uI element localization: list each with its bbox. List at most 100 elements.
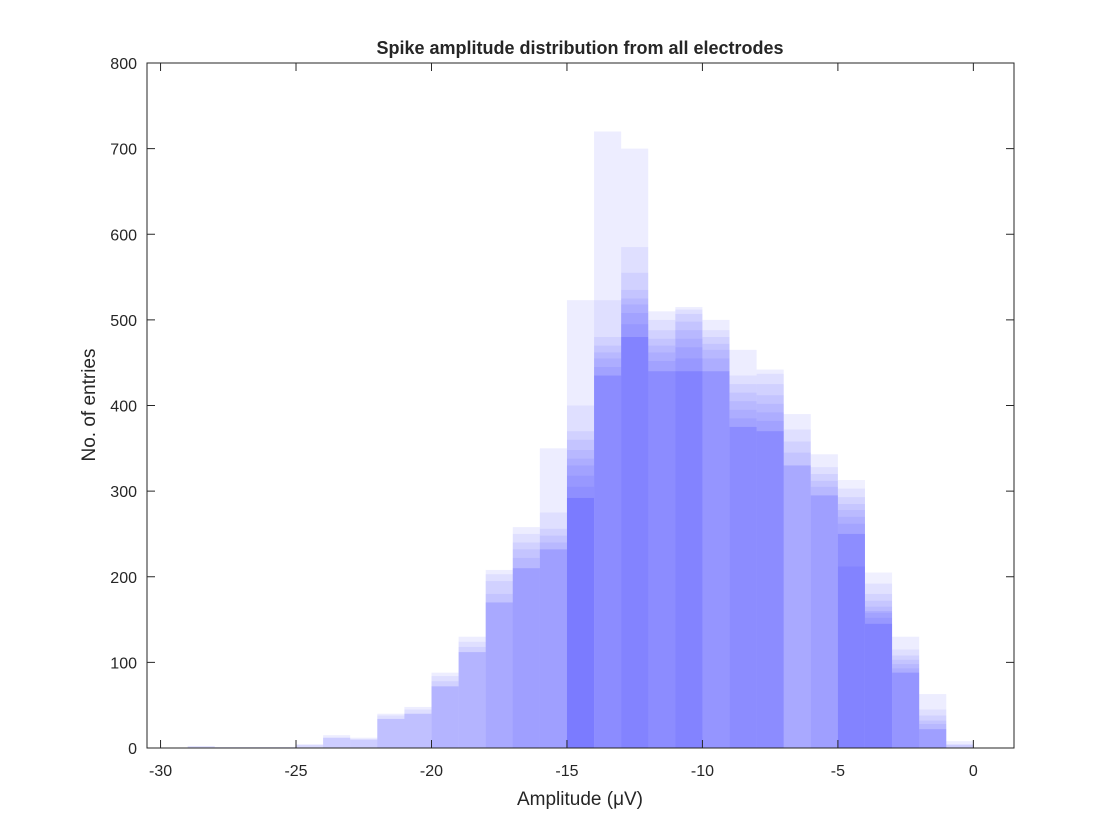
bin-outer bbox=[756, 369, 784, 748]
chart-title: Spike amplitude distribution from all el… bbox=[376, 38, 783, 58]
bin-base bbox=[187, 746, 215, 748]
bin-layer bbox=[837, 516, 865, 748]
bin-layer bbox=[458, 641, 486, 748]
histogram-bin bbox=[187, 746, 215, 748]
bin-layer bbox=[621, 337, 649, 748]
bin-layer bbox=[566, 458, 595, 748]
bin-base bbox=[566, 497, 595, 748]
bin-layer bbox=[864, 623, 893, 748]
bin-layer bbox=[892, 659, 920, 748]
bin-layer bbox=[566, 465, 595, 748]
bin-layer bbox=[946, 744, 974, 748]
bin-layer bbox=[919, 715, 947, 748]
bin-base bbox=[756, 431, 784, 748]
histogram-bin bbox=[946, 741, 974, 748]
bin-base bbox=[512, 568, 540, 748]
y-tick-label: 700 bbox=[110, 142, 137, 159]
bin-layer bbox=[566, 450, 595, 748]
bin-layer bbox=[892, 672, 920, 748]
bin-outer bbox=[296, 744, 324, 748]
bin-layer bbox=[756, 412, 784, 748]
bin-layer bbox=[458, 652, 486, 748]
bin-layer bbox=[864, 600, 893, 748]
histogram-bin bbox=[621, 148, 649, 748]
bin-outer bbox=[187, 746, 215, 748]
bin-layer bbox=[431, 681, 459, 748]
bin-outer bbox=[458, 636, 486, 748]
bin-outer bbox=[566, 300, 595, 748]
bin-layer bbox=[702, 358, 730, 748]
bin-layer bbox=[837, 503, 865, 748]
bin-layer bbox=[539, 549, 567, 748]
bin-layer bbox=[810, 467, 838, 748]
histogram-bin bbox=[892, 636, 920, 748]
bin-layer bbox=[566, 475, 595, 748]
histogram-bin bbox=[296, 744, 324, 748]
bin-layer bbox=[485, 602, 513, 748]
bin-layer bbox=[377, 718, 405, 748]
bin-layer bbox=[539, 528, 567, 748]
bin-layer bbox=[756, 384, 784, 748]
histogram-bin bbox=[377, 713, 405, 748]
bin-layer bbox=[729, 409, 757, 748]
bin-layer bbox=[919, 709, 947, 748]
y-axis-label: No. of entries bbox=[79, 349, 100, 462]
bin-layer bbox=[648, 345, 676, 748]
bin-layer bbox=[864, 593, 893, 748]
histogram-bin bbox=[783, 414, 811, 748]
bin-layer bbox=[729, 401, 757, 748]
bin-layer bbox=[702, 371, 730, 748]
bin-layer bbox=[892, 668, 920, 748]
bin-outer bbox=[783, 414, 811, 748]
bin-base bbox=[377, 718, 405, 748]
bin-layer bbox=[539, 542, 567, 748]
bin-base bbox=[837, 533, 865, 748]
bin-outer bbox=[323, 735, 351, 748]
bin-base bbox=[648, 371, 676, 748]
bin-layer bbox=[648, 352, 676, 748]
bin-layer bbox=[594, 300, 622, 748]
bin-base bbox=[296, 744, 324, 748]
bin-layer bbox=[756, 395, 784, 748]
bin-layer bbox=[756, 420, 784, 748]
bin-layer bbox=[566, 497, 595, 748]
x-tick-label: -5 bbox=[831, 763, 845, 780]
bin-layer bbox=[837, 523, 865, 748]
bin-base bbox=[431, 686, 459, 748]
bin-outer bbox=[729, 349, 757, 748]
histogram-bin bbox=[594, 131, 622, 748]
bin-outer bbox=[512, 527, 540, 748]
bin-layer bbox=[702, 349, 730, 748]
bin-layer bbox=[783, 465, 811, 748]
y-tick-label: 0 bbox=[128, 741, 137, 758]
bin-layer bbox=[864, 606, 893, 748]
bin-layer bbox=[566, 405, 595, 748]
bin-outer bbox=[946, 741, 974, 748]
bin-base bbox=[539, 549, 567, 748]
bin-base bbox=[350, 739, 378, 748]
bin-outer bbox=[621, 148, 649, 748]
y-tick-label: 100 bbox=[110, 655, 137, 672]
bin-layer bbox=[729, 418, 757, 748]
histogram-bin bbox=[431, 672, 459, 748]
bin-layer bbox=[702, 330, 730, 748]
bin-layer bbox=[919, 724, 947, 748]
bin-layer bbox=[919, 729, 947, 748]
bin-layer bbox=[783, 441, 811, 748]
bin-layer bbox=[594, 345, 622, 748]
histogram-bin bbox=[323, 735, 351, 748]
bin-layer bbox=[350, 739, 378, 748]
y-tick-label: 600 bbox=[110, 227, 137, 244]
bin-outer bbox=[702, 319, 730, 748]
histogram-bin bbox=[404, 706, 432, 748]
bin-outer bbox=[539, 448, 567, 748]
x-tick-label: -10 bbox=[691, 763, 714, 780]
bin-layer bbox=[485, 581, 513, 748]
bin-layer bbox=[756, 431, 784, 748]
bin-layer bbox=[648, 319, 676, 748]
bin-outer bbox=[648, 311, 676, 748]
bin-layer bbox=[864, 572, 893, 748]
x-tick-label: -15 bbox=[555, 763, 578, 780]
bin-layer bbox=[621, 304, 649, 748]
